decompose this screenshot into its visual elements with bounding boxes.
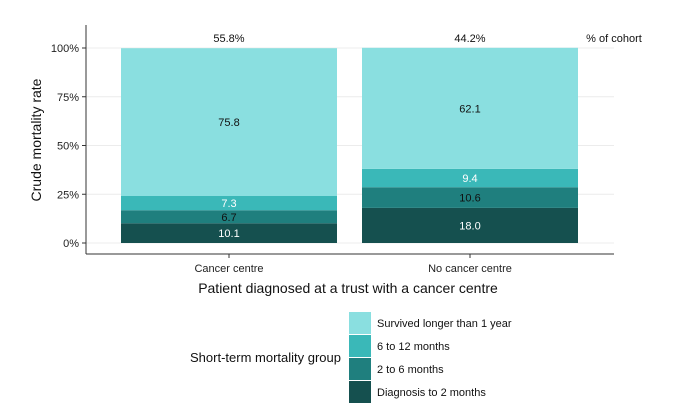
segment-value-label: 10.6 xyxy=(459,193,480,205)
y-axis-title: Crude mortality rate xyxy=(28,78,44,201)
bar-segment xyxy=(121,210,337,224)
segment-value-label: 62.1 xyxy=(459,103,480,115)
legend-entry-label: 6 to 12 months xyxy=(377,341,450,353)
x-tick-label: No cancer centre xyxy=(428,263,512,275)
segment-value-label: 75.8 xyxy=(218,117,239,129)
bar-segment xyxy=(362,47,578,169)
y-tick-label: 0% xyxy=(63,238,79,250)
bar-segment xyxy=(362,187,578,208)
x-tick-label: Cancer centre xyxy=(194,263,263,275)
y-tick-label: 50% xyxy=(57,141,79,153)
cohort-percent-label: 44.2% xyxy=(454,33,485,45)
axes-layer: 0% 25% 50% 75% 100% Cancer centre No cancer ce… xyxy=(51,25,614,275)
bar-segment xyxy=(121,196,337,211)
y-tick-label: 25% xyxy=(57,189,79,201)
legend-swatch xyxy=(349,381,371,403)
legend-swatch xyxy=(349,358,371,380)
x-axis-title: Patient diagnosed at a trust with a canc… xyxy=(198,280,498,296)
bar-segment xyxy=(362,168,578,188)
bar-segment xyxy=(121,223,337,243)
legend-swatch xyxy=(349,312,371,334)
bar-segment xyxy=(362,207,578,243)
y-tick-label: 75% xyxy=(57,92,79,104)
legend-swatch xyxy=(349,335,371,357)
legend-entry-label: Diagnosis to 2 months xyxy=(377,387,486,399)
segment-value-label: 18.0 xyxy=(459,220,480,232)
bar-segment xyxy=(121,48,337,197)
segment-value-label: 10.1 xyxy=(218,228,239,240)
legend: Survived longer than 1 year 6 to 12 month… xyxy=(349,312,512,403)
legend-entry-label: 2 to 6 months xyxy=(377,364,444,376)
legend-title: Short-term mortality group xyxy=(190,350,341,365)
top-labels-header: % of cohort xyxy=(586,33,642,45)
segment-value-label: 6.7 xyxy=(221,212,236,224)
cohort-percent-label: 55.8% xyxy=(213,33,244,45)
legend-entry-label: Survived longer than 1 year xyxy=(377,318,512,330)
segment-value-label: 7.3 xyxy=(221,198,236,210)
bars-layer xyxy=(121,47,578,243)
labels-layer: 10.1 6.7 7.3 75.8 55.8% 18.0 10.6 9.4 62.1 44.2% xyxy=(213,33,485,240)
segment-value-label: 9.4 xyxy=(462,173,477,185)
y-tick-label: 100% xyxy=(51,43,79,55)
